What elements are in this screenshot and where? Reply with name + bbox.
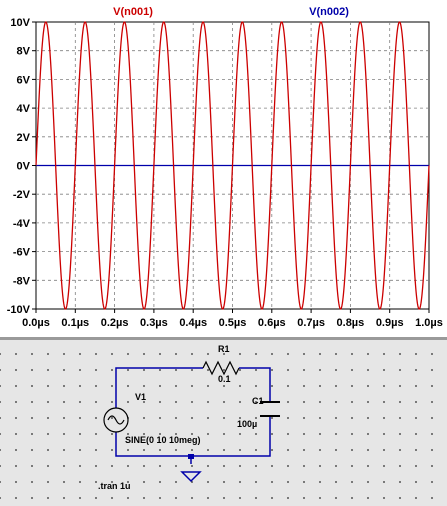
x-tick-label: 0.7µs bbox=[297, 317, 325, 329]
y-axis-ticks: 10V 8V 6V 4V 2V 0V -2V -4V -6V -8V -10V bbox=[7, 17, 36, 316]
resistor-r1[interactable] bbox=[202, 360, 240, 376]
r1-name: R1 bbox=[218, 344, 230, 354]
wire-top-left bbox=[115, 367, 203, 408]
x-tick-label: 0.3µs bbox=[140, 317, 168, 329]
y-tick-label: -8V bbox=[13, 275, 31, 287]
x-tick-label: 0.8µs bbox=[337, 317, 365, 329]
x-tick-label: 0.6µs bbox=[258, 317, 286, 329]
ground-symbol[interactable] bbox=[180, 454, 202, 483]
x-tick-label: 0.1µs bbox=[61, 317, 89, 329]
y-tick-label: 8V bbox=[17, 46, 31, 58]
legend-v-n001[interactable]: V(n001) bbox=[113, 6, 153, 18]
y-tick-label: 0V bbox=[17, 161, 31, 173]
x-tick-label: 0.5µs bbox=[219, 317, 247, 329]
spice-directive[interactable]: .tran 1u bbox=[98, 481, 131, 491]
c1-name: C1 bbox=[252, 396, 264, 406]
schematic-pane[interactable] bbox=[0, 340, 447, 506]
schematic-diagram[interactable]: R1 0.1 C1 100µ V1 SINE(0 10 10meg) .tran… bbox=[0, 340, 447, 506]
legend-v-n002[interactable]: V(n002) bbox=[309, 6, 349, 18]
y-tick-label: 2V bbox=[17, 132, 31, 144]
y-tick-label: 4V bbox=[17, 103, 31, 115]
ground-icon bbox=[180, 471, 202, 483]
series-v-n001 bbox=[35, 21, 430, 310]
y-tick-label: -10V bbox=[7, 304, 31, 316]
c1-value: 100µ bbox=[237, 419, 257, 429]
wire-top-right bbox=[239, 367, 271, 402]
y-tick-label: -6V bbox=[13, 247, 31, 259]
v1-name: V1 bbox=[135, 392, 146, 402]
x-tick-label: 0.9µs bbox=[376, 317, 404, 329]
x-tick-label: 0.2µs bbox=[101, 317, 129, 329]
v-n001-trace[interactable] bbox=[35, 21, 430, 310]
sine-wave-icon bbox=[107, 415, 125, 425]
y-tick-label: 6V bbox=[17, 74, 31, 86]
pane-divider[interactable] bbox=[0, 337, 447, 340]
x-axis-ticks: 0.0µs 0.1µs 0.2µs 0.3µs 0.4µs 0.5µs 0.6µs 0.7µs… bbox=[22, 309, 443, 329]
x-tick-label: 1.0µs bbox=[415, 317, 443, 329]
y-tick-label: -2V bbox=[13, 189, 31, 201]
r1-value: 0.1 bbox=[218, 374, 231, 384]
v1-value: SINE(0 10 10meg) bbox=[125, 435, 201, 445]
waveform-chart[interactable]: 10V 8V 6V 4V 2V 0V -2V -4V -6V -8V -10V 0.0µs 0.1µs… bbox=[0, 0, 447, 337]
wires[interactable] bbox=[115, 367, 271, 464]
x-tick-label: 0.4µs bbox=[179, 317, 207, 329]
y-tick-label: -4V bbox=[13, 218, 31, 230]
x-tick-label: 0.0µs bbox=[22, 317, 50, 329]
waveform-plot-pane[interactable]: 10V 8V 6V 4V 2V 0V -2V -4V -6V -8V -10V 0.0µs 0.1µs… bbox=[0, 0, 447, 337]
capacitor-c1[interactable] bbox=[260, 401, 280, 417]
voltage-source-v1[interactable] bbox=[103, 407, 129, 433]
y-tick-label: 10V bbox=[10, 17, 30, 29]
